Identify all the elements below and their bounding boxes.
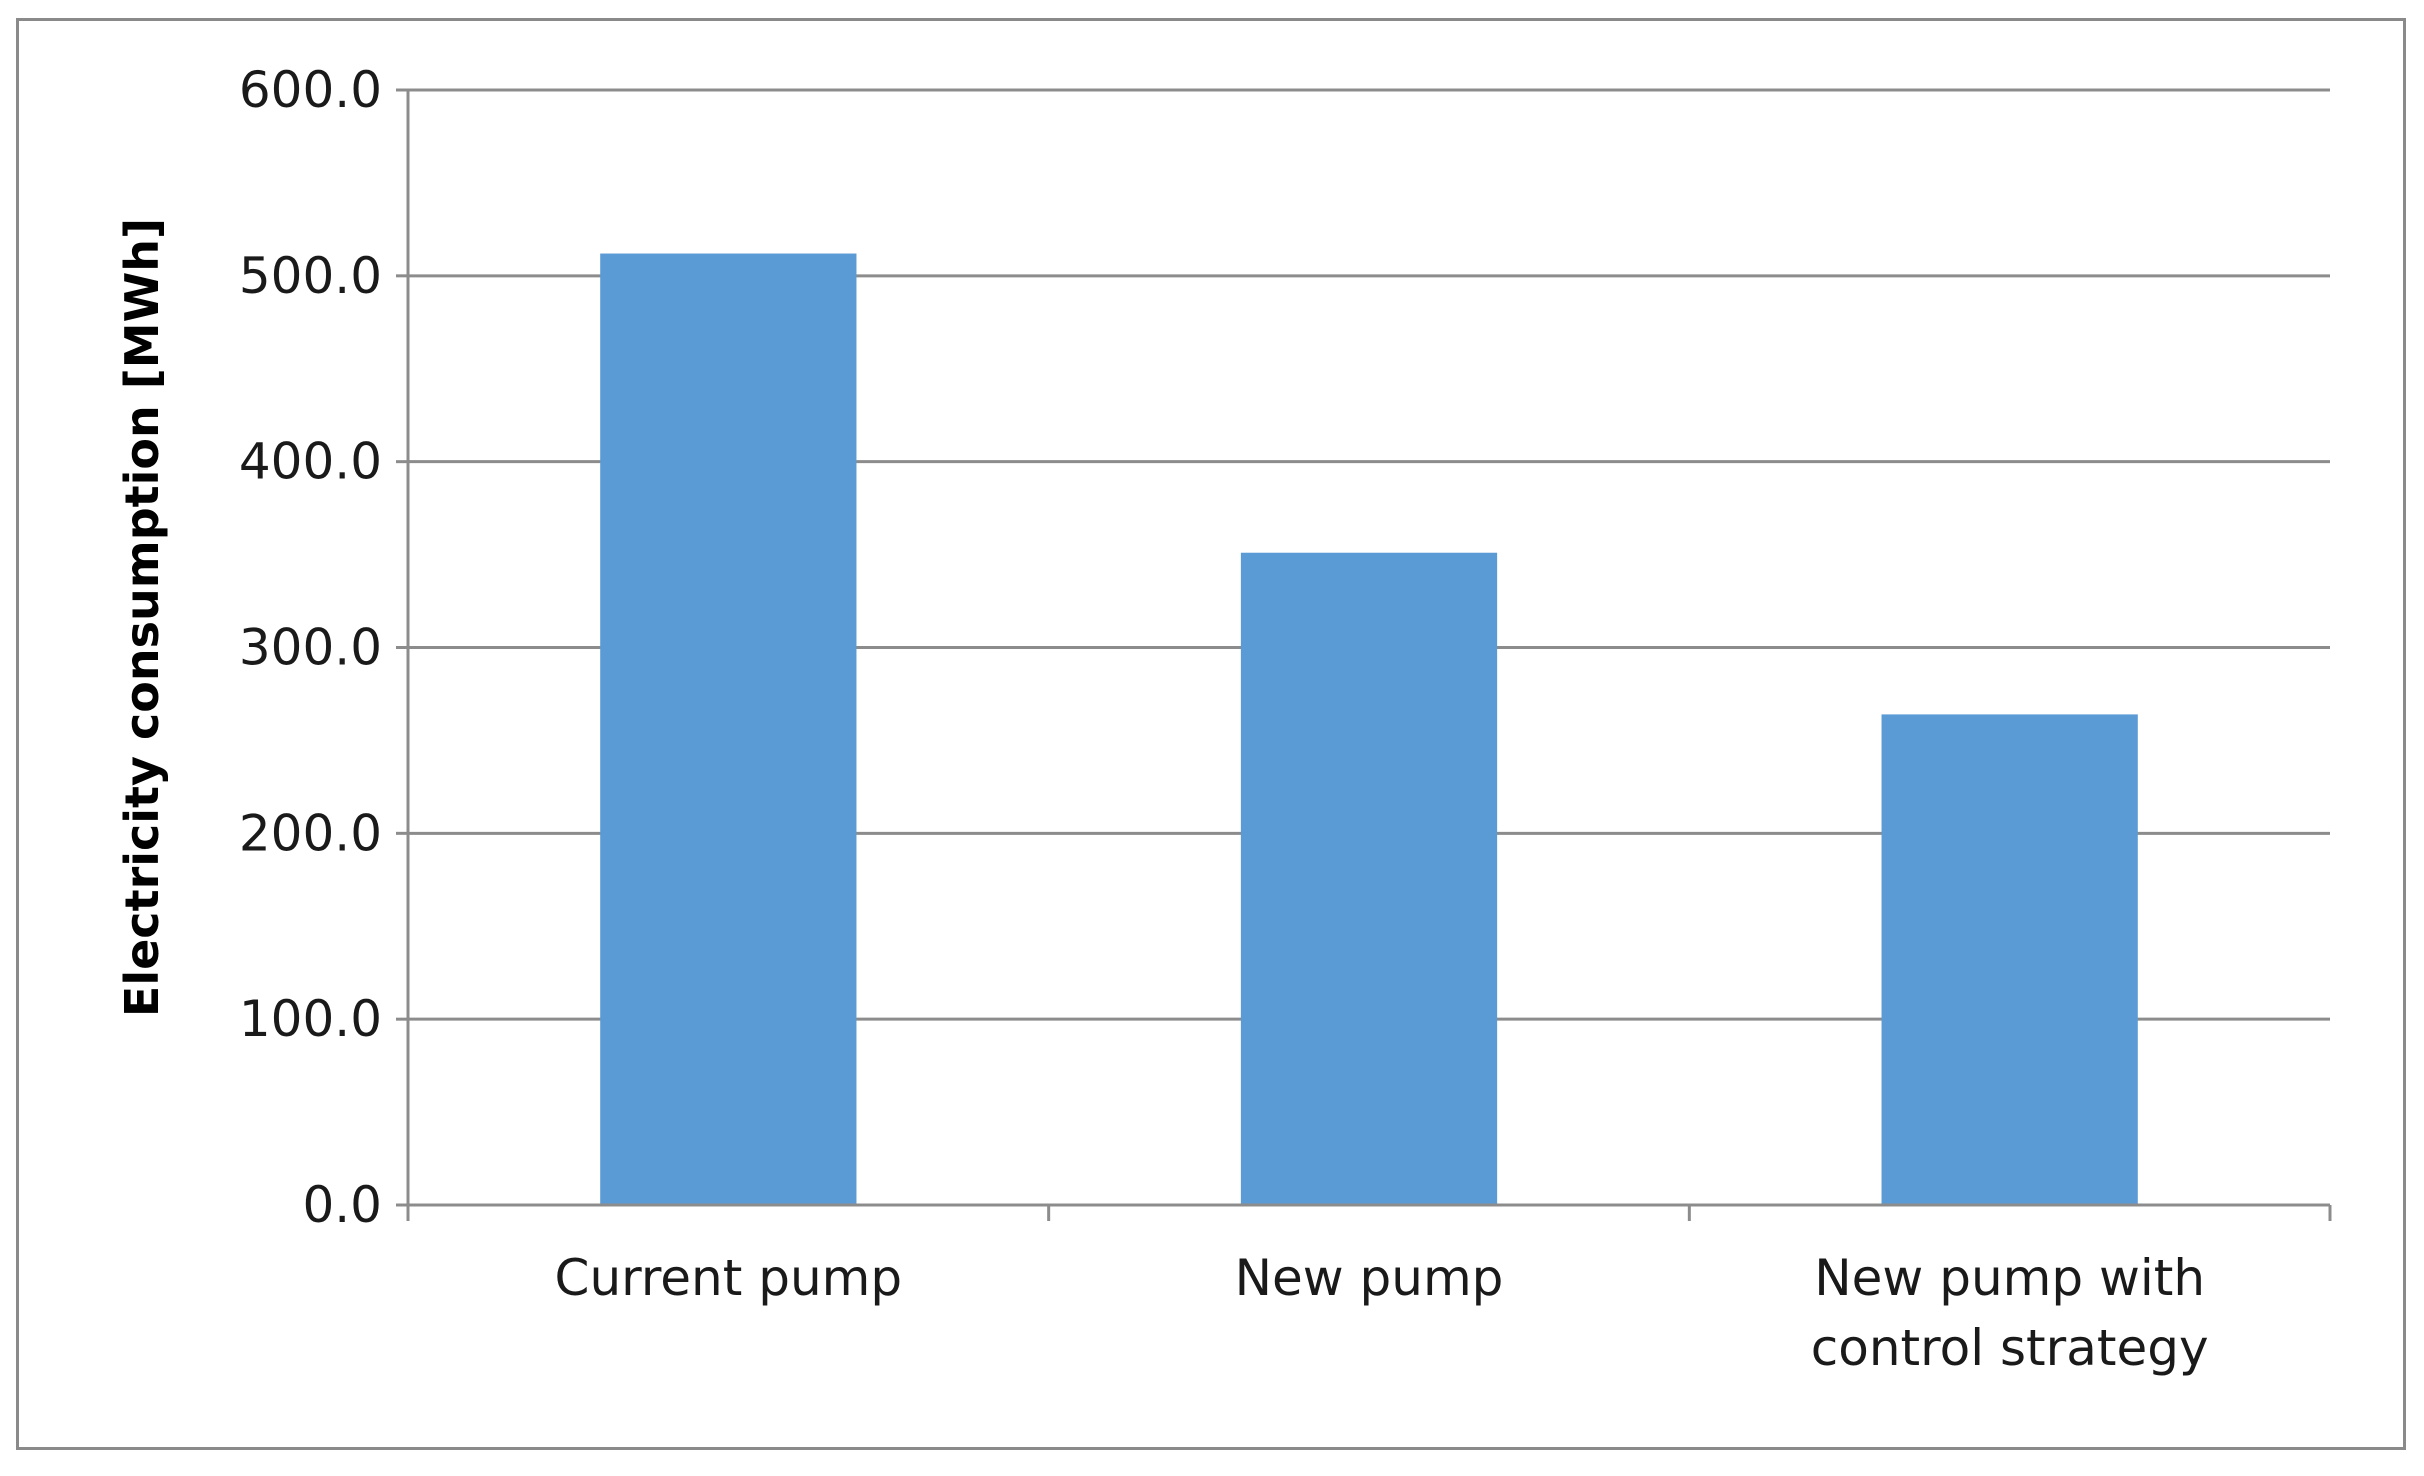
y-tick-labels: 0.0 100.0 200.0 300.0 400.0 500.0 600.0 [239, 61, 382, 1234]
axes [396, 88, 2332, 1221]
x-category-labels: Current pump New pump New pump with control… [555, 1249, 2209, 1377]
x-category-label-line: New pump [1235, 1249, 1504, 1307]
bar-2 [1240, 552, 1498, 1205]
y-tick-label: 0.0 [302, 1176, 382, 1234]
x-category-label: New pump with control strategy [1811, 1249, 2209, 1377]
x-category-label-line: Current pump [555, 1249, 903, 1307]
bar-1 [600, 253, 857, 1206]
x-category-label: New pump [1235, 1249, 1504, 1307]
x-category-label-line: New pump with [1814, 1249, 2205, 1307]
y-axis-title: Electricity consumption [MWh] [115, 218, 169, 1017]
y-tick-label: 100.0 [239, 990, 382, 1048]
x-category-label-line: control strategy [1811, 1319, 2209, 1377]
y-tick-label: 500.0 [239, 247, 382, 305]
x-category-label: Current pump [555, 1249, 903, 1307]
y-tick-label: 200.0 [239, 804, 382, 862]
y-tick-label: 300.0 [239, 619, 382, 677]
bar-3 [1881, 714, 2138, 1205]
bars [600, 253, 2138, 1206]
y-tick-label: 600.0 [239, 61, 382, 119]
y-tick-label: 400.0 [239, 433, 382, 491]
